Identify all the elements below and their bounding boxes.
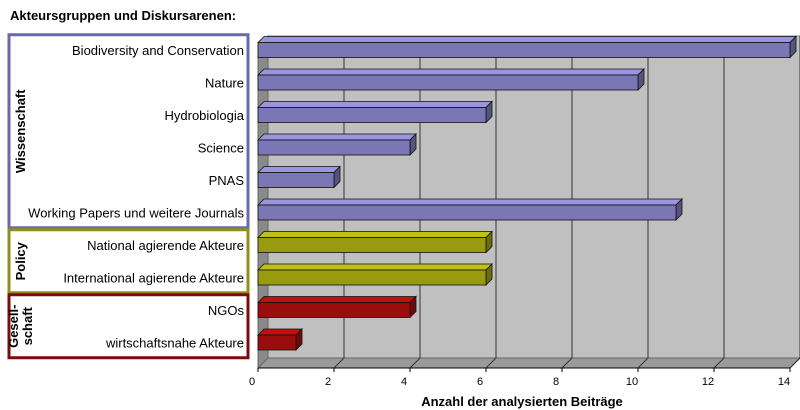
group-label: Gesell-: [6, 305, 21, 348]
category-label: International agierende Akteure: [63, 271, 244, 286]
gridline-floor: [409, 357, 421, 369]
x-tick-label: 4: [401, 376, 407, 388]
bar-front: [257, 269, 487, 286]
gridline-floor: [485, 357, 497, 369]
category-label: NGOs: [208, 303, 245, 318]
x-axis-ticks: 0 2 4 6 8 10 12 14: [249, 367, 791, 388]
x-tick-label: 2: [325, 376, 331, 388]
bar-front: [257, 237, 487, 253]
x-tick-label: 0: [249, 376, 255, 388]
category-label: PNAS: [209, 173, 245, 188]
x-tick-label: 8: [553, 376, 559, 388]
group-box: [7, 228, 250, 295]
group-boxes: Wissenschaft Policy Gesell-schaft: [6, 33, 250, 360]
gridline-floor: [333, 357, 345, 369]
x-tick-label: 12: [702, 376, 714, 388]
category-label: Biodiversity and Conservation: [72, 43, 244, 58]
x-tick-label: 14: [778, 376, 790, 388]
category-labels: Biodiversity and Conservation Nature Hydro…: [28, 43, 245, 351]
category-label: Science: [198, 141, 244, 156]
x-tick-label: 6: [477, 376, 483, 388]
bar-front: [257, 139, 411, 156]
group-label: schaft: [20, 306, 35, 345]
bar-top: [257, 133, 417, 141]
bar-front: [257, 107, 487, 123]
bar-top: [257, 328, 303, 336]
x-axis-title: Anzahl der analysierten Beiträge: [421, 394, 623, 409]
bar: [257, 198, 683, 221]
bar-top: [257, 166, 341, 173]
bar-top: [257, 231, 493, 238]
bar-front: [257, 204, 677, 221]
bar-front: [257, 302, 411, 318]
gridline-floor: [789, 357, 800, 369]
bar: [257, 230, 493, 254]
group-box: [7, 293, 250, 360]
category-label: Hydrobiologia: [165, 108, 245, 123]
bar-front: [257, 334, 297, 351]
bar: [257, 68, 645, 91]
bar-top: [257, 36, 797, 43]
group-label: Policy: [13, 241, 28, 280]
category-label: National agierende Akteure: [87, 238, 244, 253]
bar-front: [257, 172, 335, 188]
bar-front: [257, 74, 639, 91]
bar: [257, 328, 303, 351]
gridline-floor: [561, 357, 573, 369]
category-label: wirtschaftsnahe Akteure: [105, 336, 244, 351]
chart-title: Akteursgruppen und Diskursarenen:: [10, 8, 236, 23]
plot-area: [256, 34, 800, 370]
x-tick-label: 10: [626, 376, 638, 388]
gridline-floor: [713, 357, 725, 369]
bar-top: [257, 263, 493, 271]
gridline-floor: [637, 357, 649, 369]
bar-top: [257, 198, 683, 206]
bar: [257, 35, 797, 59]
bar-top: [257, 296, 417, 303]
bar: [257, 133, 417, 156]
bar: [257, 295, 417, 319]
group-box: [7, 33, 250, 230]
bar: [257, 263, 493, 286]
bar-top: [257, 101, 493, 108]
category-label: Working Papers und weitere Journals: [28, 206, 244, 221]
bar: [257, 100, 493, 124]
bar-front: [257, 42, 791, 58]
bar: [257, 165, 341, 189]
bar-top: [257, 68, 645, 76]
group-label: Wissenschaft: [13, 89, 28, 173]
category-label: Nature: [205, 76, 244, 91]
